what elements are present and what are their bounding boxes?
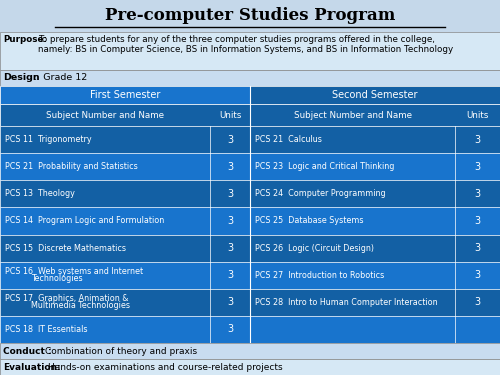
Bar	[0, 32, 500, 70]
Text: Pre-computer Studies Program: Pre-computer Studies Program	[105, 8, 395, 24]
Text: Design: Design	[3, 74, 40, 82]
Text: Evaluation:: Evaluation:	[3, 363, 60, 372]
Text: :  Grade 12: : Grade 12	[28, 74, 88, 82]
Bar	[0, 234, 250, 262]
Text: PCS 28  Intro to Human Computer Interaction: PCS 28 Intro to Human Computer Interacti…	[255, 298, 438, 307]
Bar	[250, 207, 500, 234]
Text: 3: 3	[227, 297, 233, 307]
Text: PCS 23  Logic and Critical Thinking: PCS 23 Logic and Critical Thinking	[255, 162, 394, 171]
Text: Conduct :: Conduct :	[3, 346, 51, 355]
Text: PCS 27  Introduction to Robotics: PCS 27 Introduction to Robotics	[255, 271, 384, 280]
Text: PCS 11  Trigonometry: PCS 11 Trigonometry	[5, 135, 92, 144]
Bar	[0, 126, 250, 153]
Text: 3: 3	[474, 162, 480, 172]
Bar	[250, 104, 500, 126]
Text: PCS 21  Calculus: PCS 21 Calculus	[255, 135, 322, 144]
Bar	[0, 70, 500, 86]
Bar	[0, 180, 250, 207]
Text: Purpose:: Purpose:	[3, 35, 47, 44]
Bar	[250, 126, 500, 153]
Text: PCS 25  Database Systems: PCS 25 Database Systems	[255, 216, 364, 225]
Text: Subject Number and Name: Subject Number and Name	[46, 111, 164, 120]
Text: Technologies: Technologies	[31, 274, 82, 283]
Text: Second Semester: Second Semester	[332, 90, 418, 100]
Text: To prepare students for any of the three computer studies programs offered in th: To prepare students for any of the three…	[38, 35, 453, 54]
Text: PCS 15  Discrete Mathematics: PCS 15 Discrete Mathematics	[5, 244, 126, 253]
Text: 3: 3	[227, 135, 233, 145]
Bar	[250, 262, 500, 289]
Text: 3: 3	[227, 243, 233, 253]
Text: PCS 14  Program Logic and Formulation: PCS 14 Program Logic and Formulation	[5, 216, 164, 225]
Text: PCS 21  Probability and Statistics: PCS 21 Probability and Statistics	[5, 162, 138, 171]
Text: 3: 3	[474, 297, 480, 307]
Text: 3: 3	[474, 189, 480, 199]
Text: PCS 16  Web systems and Internet: PCS 16 Web systems and Internet	[5, 267, 143, 276]
Text: 3: 3	[474, 270, 480, 280]
Bar	[0, 262, 250, 289]
Text: PCS 17  Graphics, Animation &: PCS 17 Graphics, Animation &	[5, 294, 128, 303]
Bar	[0, 207, 250, 234]
Bar	[250, 234, 500, 262]
Text: 3: 3	[474, 216, 480, 226]
Text: Combination of theory and praxis: Combination of theory and praxis	[45, 346, 197, 355]
Bar	[250, 289, 500, 316]
Bar	[250, 153, 500, 180]
Text: 3: 3	[227, 270, 233, 280]
Text: 3: 3	[227, 189, 233, 199]
Bar	[0, 343, 500, 359]
Bar	[0, 86, 250, 104]
Text: PCS 18  IT Essentials: PCS 18 IT Essentials	[5, 325, 87, 334]
Text: PCS 13  Theology: PCS 13 Theology	[5, 189, 75, 198]
Text: 3: 3	[474, 243, 480, 253]
Bar	[250, 180, 500, 207]
Text: PCS 26  Logic (Circuit Design): PCS 26 Logic (Circuit Design)	[255, 244, 374, 253]
Text: Units: Units	[219, 111, 241, 120]
Text: Units: Units	[466, 111, 488, 120]
Bar	[0, 316, 250, 343]
Text: 3: 3	[227, 216, 233, 226]
Text: 3: 3	[227, 162, 233, 172]
Bar	[0, 289, 250, 316]
Bar	[250, 316, 500, 343]
Text: First Semester: First Semester	[90, 90, 160, 100]
Text: 3: 3	[474, 135, 480, 145]
Text: PCS 24  Computer Programming: PCS 24 Computer Programming	[255, 189, 386, 198]
Text: Hands-on examinations and course-related projects: Hands-on examinations and course-related…	[48, 363, 282, 372]
Bar	[0, 359, 500, 375]
Text: Subject Number and Name: Subject Number and Name	[294, 111, 412, 120]
Text: Multimedia Technologies: Multimedia Technologies	[31, 302, 130, 310]
Bar	[0, 153, 250, 180]
Text: 3: 3	[227, 324, 233, 334]
Bar	[0, 104, 250, 126]
Bar	[250, 86, 500, 104]
Bar	[0, 0, 500, 32]
